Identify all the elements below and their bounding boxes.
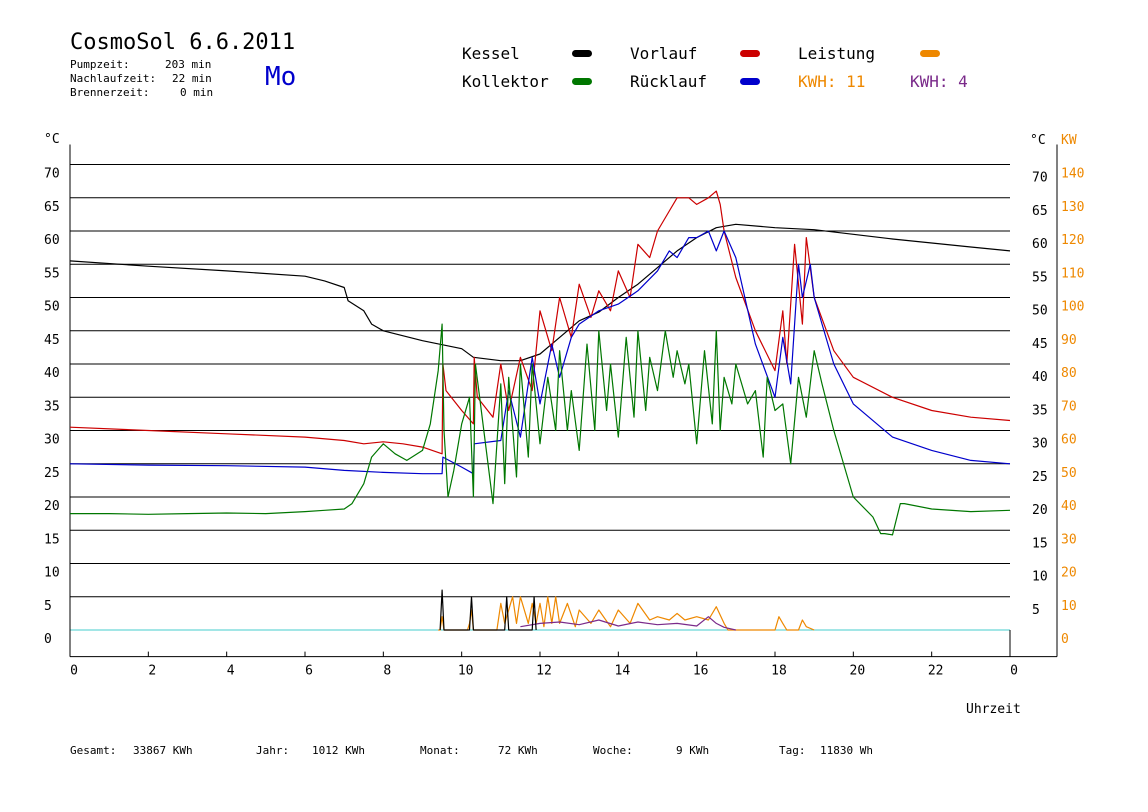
total-gesamt-label: Gesamt: bbox=[70, 744, 117, 757]
total-jahr-label: Jahr: bbox=[256, 744, 290, 757]
y-left-tick-label: 35 bbox=[44, 399, 60, 414]
total-gesamt-value: 33867 KWh bbox=[133, 744, 193, 757]
total-woche-value: 9 KWh bbox=[676, 744, 710, 757]
legend-kwh-orange: KWH: 11 bbox=[798, 72, 866, 91]
y-left-tick-label: 60 bbox=[44, 233, 60, 248]
y-kw-tick-label: 110 bbox=[1061, 266, 1084, 281]
x-tick-label: 18 bbox=[771, 664, 787, 679]
legend-vorlauf: Vorlauf bbox=[630, 44, 698, 63]
chart-title: CosmoSol 6.6.2011 bbox=[70, 30, 296, 55]
brenner-label: Brennerzeit: bbox=[70, 86, 150, 99]
legend-kessel: Kessel bbox=[462, 44, 520, 63]
y-right-tick-label: 25 bbox=[1032, 470, 1048, 485]
y-kw-tick-label: 120 bbox=[1061, 233, 1084, 248]
x-tick-label: 10 bbox=[458, 664, 474, 679]
y-right-tick-label: 20 bbox=[1032, 503, 1048, 518]
x-tick-label: 0 bbox=[70, 664, 78, 679]
series-line-vorlauf bbox=[69, 190, 1011, 455]
x-tick-label: 16 bbox=[693, 664, 709, 679]
y-left-tick-label: 55 bbox=[44, 266, 60, 281]
x-tick-label: 22 bbox=[928, 664, 944, 679]
y-left-tick-label: 15 bbox=[44, 532, 60, 547]
y-kw-tick-label: 20 bbox=[1061, 566, 1077, 581]
y-right-tick-label: 40 bbox=[1032, 370, 1048, 385]
y-left-unit: °C bbox=[44, 132, 60, 147]
y-left-tick-label: 10 bbox=[44, 566, 60, 581]
x-tick-label: 8 bbox=[383, 664, 391, 679]
weekday-label: Mo bbox=[265, 62, 297, 92]
series-line-kwh-4 bbox=[520, 616, 736, 631]
y-right-tick-label: 30 bbox=[1032, 437, 1048, 452]
y-right-tick-label: 65 bbox=[1032, 204, 1048, 219]
y-kw-tick-label: 60 bbox=[1061, 433, 1077, 448]
series-line-kessel-spikes bbox=[439, 589, 537, 631]
y-kw-tick-label: 30 bbox=[1061, 532, 1077, 547]
y-left-tick-label: 40 bbox=[44, 366, 60, 381]
y-right-tick-label: 15 bbox=[1032, 536, 1048, 551]
y-kw-tick-label: 50 bbox=[1061, 466, 1077, 481]
series-line-kessel bbox=[69, 223, 1011, 362]
y-left-tick-label: 0 bbox=[44, 632, 52, 647]
y-kw-tick-label: 100 bbox=[1061, 300, 1084, 315]
y-kw-tick-label: 130 bbox=[1061, 200, 1084, 215]
y-kw-unit: KW bbox=[1061, 133, 1077, 148]
y-kw-tick-label: 80 bbox=[1061, 366, 1077, 381]
brenner-value: 0 min bbox=[180, 86, 214, 99]
x-axis-label: Uhrzeit bbox=[966, 702, 1021, 717]
pump-time-label: Pumpzeit: bbox=[70, 58, 130, 71]
y-right-tick-label: 50 bbox=[1032, 304, 1048, 319]
legend-kwh-purple: KWH: 4 bbox=[910, 72, 968, 91]
x-tick-label: 12 bbox=[536, 664, 552, 679]
y-right-tick-label: 70 bbox=[1032, 171, 1048, 186]
y-right-tick-label: 45 bbox=[1032, 337, 1048, 352]
y-right-tick-label: 60 bbox=[1032, 237, 1048, 252]
y-left-tick-label: 50 bbox=[44, 300, 60, 315]
nachlauf-value: 22 min bbox=[172, 72, 212, 85]
total-woche-label: Woche: bbox=[593, 744, 633, 757]
legend-ruecklauf-swatch bbox=[740, 78, 760, 85]
legend-leistung-swatch bbox=[920, 50, 940, 57]
y-left-tick-label: 70 bbox=[44, 167, 60, 182]
y-kw-tick-label: 90 bbox=[1061, 333, 1077, 348]
y-left-tick-label: 65 bbox=[44, 200, 60, 215]
total-tag-label: Tag: bbox=[779, 744, 806, 757]
y-kw-tick-label: 40 bbox=[1061, 499, 1077, 514]
total-monat-label: Monat: bbox=[420, 744, 460, 757]
total-jahr-value: 1012 KWh bbox=[312, 744, 365, 757]
series-line-r-cklauf bbox=[69, 230, 1011, 475]
x-tick-label: 0 bbox=[1010, 664, 1018, 679]
y-left-tick-label: 30 bbox=[44, 433, 60, 448]
x-tick-label: 20 bbox=[850, 664, 866, 679]
legend-kessel-swatch bbox=[572, 50, 592, 57]
x-tick-label: 6 bbox=[305, 664, 313, 679]
y-right-unit: °C bbox=[1030, 133, 1046, 148]
y-kw-tick-label: 10 bbox=[1061, 599, 1077, 614]
total-monat-value: 72 KWh bbox=[498, 744, 538, 757]
x-tick-label: 14 bbox=[615, 664, 631, 679]
y-left-tick-label: 20 bbox=[44, 499, 60, 514]
y-kw-tick-label: 70 bbox=[1061, 399, 1077, 414]
series-line-kollektor bbox=[70, 323, 1011, 536]
y-right-tick-label: 55 bbox=[1032, 270, 1048, 285]
y-right-tick-label: 5 bbox=[1032, 603, 1040, 618]
legend-vorlauf-swatch bbox=[740, 50, 760, 57]
pump-time-value: 203 min bbox=[165, 58, 212, 71]
y-right-tick-label: 10 bbox=[1032, 570, 1048, 585]
total-tag-value: 11830 Wh bbox=[820, 744, 873, 757]
y-left-tick-label: 25 bbox=[44, 466, 60, 481]
legend-leistung: Leistung bbox=[798, 44, 876, 63]
y-right-tick-label: 35 bbox=[1032, 403, 1048, 418]
legend-kollektor-swatch bbox=[572, 78, 592, 85]
y-kw-tick-label: 140 bbox=[1061, 167, 1084, 182]
y-left-tick-label: 5 bbox=[44, 599, 52, 614]
y-left-tick-label: 45 bbox=[44, 333, 60, 348]
x-tick-label: 4 bbox=[227, 664, 235, 679]
legend-ruecklauf: Rücklauf bbox=[630, 72, 708, 91]
series-line-leistung bbox=[438, 596, 815, 631]
nachlauf-label: Nachlaufzeit: bbox=[70, 72, 157, 85]
y-kw-tick-label: 0 bbox=[1061, 632, 1069, 647]
x-tick-label: 2 bbox=[148, 664, 156, 679]
legend-kollektor: Kollektor bbox=[462, 72, 549, 91]
